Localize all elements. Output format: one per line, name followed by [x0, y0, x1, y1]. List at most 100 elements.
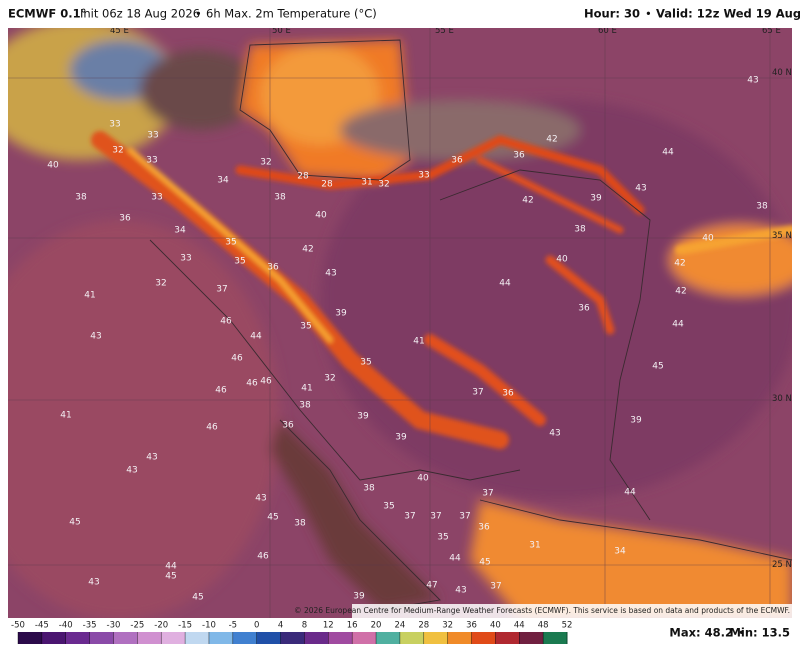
colorbar-tick-label: 16 — [347, 621, 358, 631]
temperature-label: 34 — [217, 176, 229, 186]
temperature-label: 42 — [546, 135, 557, 145]
temperature-label: 31 — [529, 541, 540, 551]
colorbar-tick-label: -20 — [154, 621, 168, 631]
colorbar-tick-label: -40 — [59, 621, 73, 631]
temperature-label: 39 — [590, 194, 602, 204]
temperature-label: 46 — [231, 354, 243, 364]
temperature-label: 39 — [335, 309, 347, 319]
temperature-label: 36 — [119, 214, 131, 224]
temperature-label: 44 — [499, 279, 511, 289]
colorbar-tick-label: 40 — [490, 621, 501, 631]
temperature-label: 37 — [472, 388, 483, 398]
temperature-label: 47 — [426, 581, 437, 591]
temperature-label: 40 — [47, 161, 59, 171]
colorbar-tick-label: -25 — [130, 621, 144, 631]
temperature-label: 42 — [302, 245, 313, 255]
colorbar-tick-label: 44 — [514, 621, 525, 631]
colorbar-tick-label: 12 — [323, 621, 334, 631]
temperature-label: 36 — [451, 156, 463, 166]
temperature-label: 43 — [455, 586, 466, 596]
temperature-label: 46 — [206, 423, 218, 433]
map: 33 33 32 33 34 33 38 40 36 34 35 33 35 36 32 37 41 43 46 44… — [8, 26, 792, 618]
colorbar-tick-label: -10 — [202, 621, 216, 631]
temperature-label: 46 — [246, 379, 258, 389]
grid-label: 45 E — [110, 26, 129, 36]
temperature-label: 43 — [549, 429, 560, 439]
colorbar-segment — [399, 632, 425, 644]
temperature-label: 41 — [60, 411, 71, 421]
temperature-label: 38 — [299, 401, 311, 411]
temperature-label: 28 — [297, 172, 309, 182]
forecast-hour: Hour: 30 — [584, 7, 640, 21]
temperature-label: 43 — [90, 332, 101, 342]
temperature-label: 33 — [180, 254, 191, 264]
temperature-label: 33 — [151, 193, 162, 203]
colorbar-segment — [447, 632, 473, 644]
colorbar-segment — [208, 632, 234, 644]
colorbar-segment — [280, 632, 305, 644]
colorbar-segment — [352, 632, 377, 644]
grid-label: 55 E — [435, 26, 454, 36]
temperature-label: 35 — [300, 322, 311, 332]
temperature-label: 41 — [84, 291, 95, 301]
init-time: Init 06z 18 Aug 2026 — [80, 7, 200, 21]
copyright: © 2026 European Centre for Medium-Range … — [294, 606, 790, 615]
temperature-label: 44 — [449, 554, 461, 564]
temperature-label: 42 — [675, 287, 686, 297]
grid-label: 35 N — [772, 231, 792, 241]
colorbar-tick-label: -50 — [11, 621, 25, 631]
temperature-label: 40 — [556, 255, 568, 265]
colorbar-segment — [161, 632, 186, 644]
temperature-label: 36 — [513, 151, 525, 161]
grid-label: 50 E — [272, 26, 291, 36]
colorbar-tick-label: 8 — [302, 621, 307, 631]
temperature-label: 37 — [404, 512, 415, 522]
colorbar-segment — [328, 632, 353, 644]
temperature-label: 36 — [502, 389, 514, 399]
temperature-label: 45 — [69, 518, 80, 528]
temperature-label: 32 — [324, 374, 335, 384]
temperature-label: 45 — [479, 558, 490, 568]
temperature-label: 46 — [220, 317, 232, 327]
temperature-label: 40 — [417, 474, 429, 484]
temperature-label: 35 — [360, 358, 371, 368]
colorbar-tick-label: 0 — [254, 621, 259, 631]
temperature-label: 43 — [88, 578, 99, 588]
temperature-label: 36 — [478, 523, 490, 533]
colorbar-tick-label: 20 — [371, 621, 382, 631]
temperature-label: 31 — [361, 178, 372, 188]
temperature-label: 41 — [301, 384, 312, 394]
temperature-label: 43 — [747, 76, 758, 86]
temperature-label: 45 — [165, 572, 176, 582]
temperature-label: 43 — [255, 494, 266, 504]
temperature-label: 32 — [155, 279, 166, 289]
grid-label: 60 E — [598, 26, 617, 36]
grid-label: 65 E — [762, 26, 781, 36]
temperature-label: 38 — [294, 519, 306, 529]
temperature-label: 39 — [630, 416, 642, 426]
colorbar-segment — [495, 632, 520, 644]
stats-min: Min: 13.5 — [729, 626, 790, 640]
stats-max: Max: 48.2 — [669, 626, 733, 640]
colorbar-segment — [471, 632, 496, 644]
temperature-label: 35 — [437, 533, 448, 543]
temperature-label: 39 — [357, 412, 369, 422]
temperature-label: 43 — [325, 269, 336, 279]
temperature-label: 35 — [383, 502, 394, 512]
temperature-label: 35 — [234, 257, 245, 267]
colorbar-tick-label: -30 — [107, 621, 121, 631]
temperature-label: 42 — [674, 259, 685, 269]
temperature-label: 38 — [756, 202, 768, 212]
colorbar-tick-label: 24 — [394, 621, 405, 631]
temperature-label: 43 — [126, 466, 137, 476]
separator: • — [738, 626, 745, 640]
temperature-label: 36 — [282, 421, 294, 431]
temperature-label: 45 — [652, 362, 663, 372]
temperature-label: 40 — [702, 234, 714, 244]
temperature-label: 41 — [413, 337, 424, 347]
product: 6h Max. 2m Temperature (°C) — [206, 7, 377, 21]
temperature-label: 43 — [635, 184, 646, 194]
temperature-label: 36 — [267, 263, 279, 273]
temperature-label: 32 — [112, 146, 123, 156]
